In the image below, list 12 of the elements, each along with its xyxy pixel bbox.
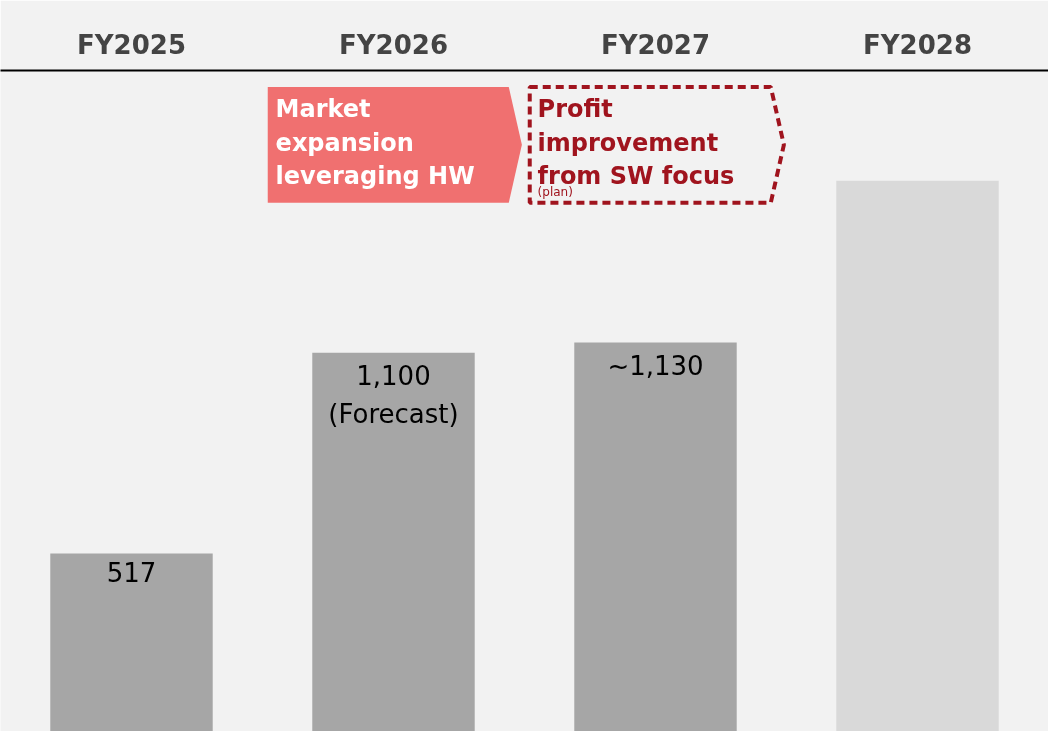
data-label: 1,100 (Forecast): [328, 361, 459, 429]
annotation: Market expansion leveraging HW: [275, 94, 475, 191]
x-tick-label: FY2025: [77, 29, 186, 60]
data-label: ~1,130: [607, 351, 704, 382]
bar: [574, 342, 737, 731]
x-tick-label: FY2026: [339, 29, 448, 60]
data-label: 517: [106, 558, 157, 589]
x-tick-label: FY2027: [601, 29, 710, 60]
bar: [50, 553, 213, 731]
x-tick-label: FY2028: [863, 29, 972, 60]
bar: [836, 180, 999, 731]
bar: [312, 352, 475, 731]
